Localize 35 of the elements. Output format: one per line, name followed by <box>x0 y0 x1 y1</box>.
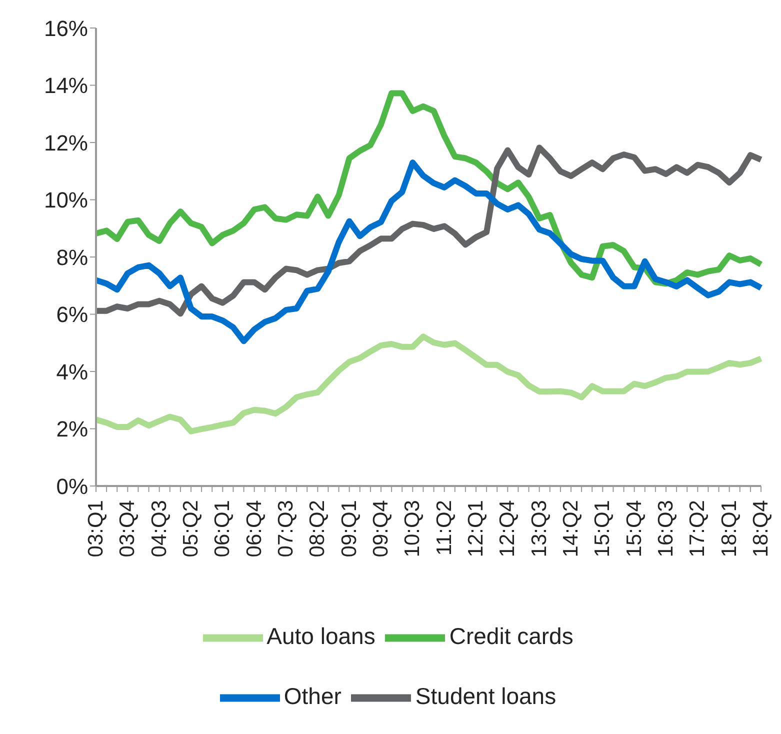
x-tick-label: 15:Q1 <box>591 500 614 558</box>
x-tick-label: 18:Q4 <box>750 500 772 558</box>
legend-label: Student loans <box>415 683 556 710</box>
x-tick-label: 07:Q3 <box>274 500 298 558</box>
x-tick-label: 12:Q1 <box>464 500 488 558</box>
y-tick-label: 6% <box>56 302 88 328</box>
x-tick-label: 04:Q3 <box>148 500 171 558</box>
x-tick-label: 06:Q4 <box>242 500 266 558</box>
y-tick-label: 12% <box>44 130 88 156</box>
x-tick-label: 09:Q1 <box>338 500 361 558</box>
y-tick-label: 14% <box>44 73 88 98</box>
x-tick-label: 13:Q3 <box>528 500 551 558</box>
x-tick-label: 18:Q1 <box>718 500 741 558</box>
x-tick-label: 10:Q3 <box>401 500 424 558</box>
y-tick-label: 0% <box>56 474 88 499</box>
x-tick-label: 03:Q4 <box>116 500 140 558</box>
y-tick-label: 10% <box>44 188 88 213</box>
y-tick-label: 16% <box>44 16 88 41</box>
y-tick-label: 4% <box>56 359 88 384</box>
y-tick-label: 8% <box>56 244 88 270</box>
legend-label: Auto loans <box>266 623 376 650</box>
x-tick-label: 17:Q2 <box>686 500 710 558</box>
x-tick-label: 14:Q2 <box>560 500 582 558</box>
x-tick-label: 11:Q2 <box>432 500 456 556</box>
x-tick-label: 03:Q1 <box>84 500 108 558</box>
x-tick-label: 08:Q2 <box>306 500 330 558</box>
legend-label: Credit cards <box>449 623 574 650</box>
x-tick-label: 06:Q1 <box>211 500 234 558</box>
y-tick-label: 2% <box>56 416 88 442</box>
x-tick-label: 09:Q4 <box>370 500 392 558</box>
x-tick-label: 16:Q3 <box>654 500 678 558</box>
x-tick-label: 12:Q4 <box>496 500 520 558</box>
x-tick-label: 15:Q4 <box>622 500 646 558</box>
legend-label: Other <box>284 683 342 710</box>
x-tick-label: 05:Q2 <box>180 500 202 558</box>
